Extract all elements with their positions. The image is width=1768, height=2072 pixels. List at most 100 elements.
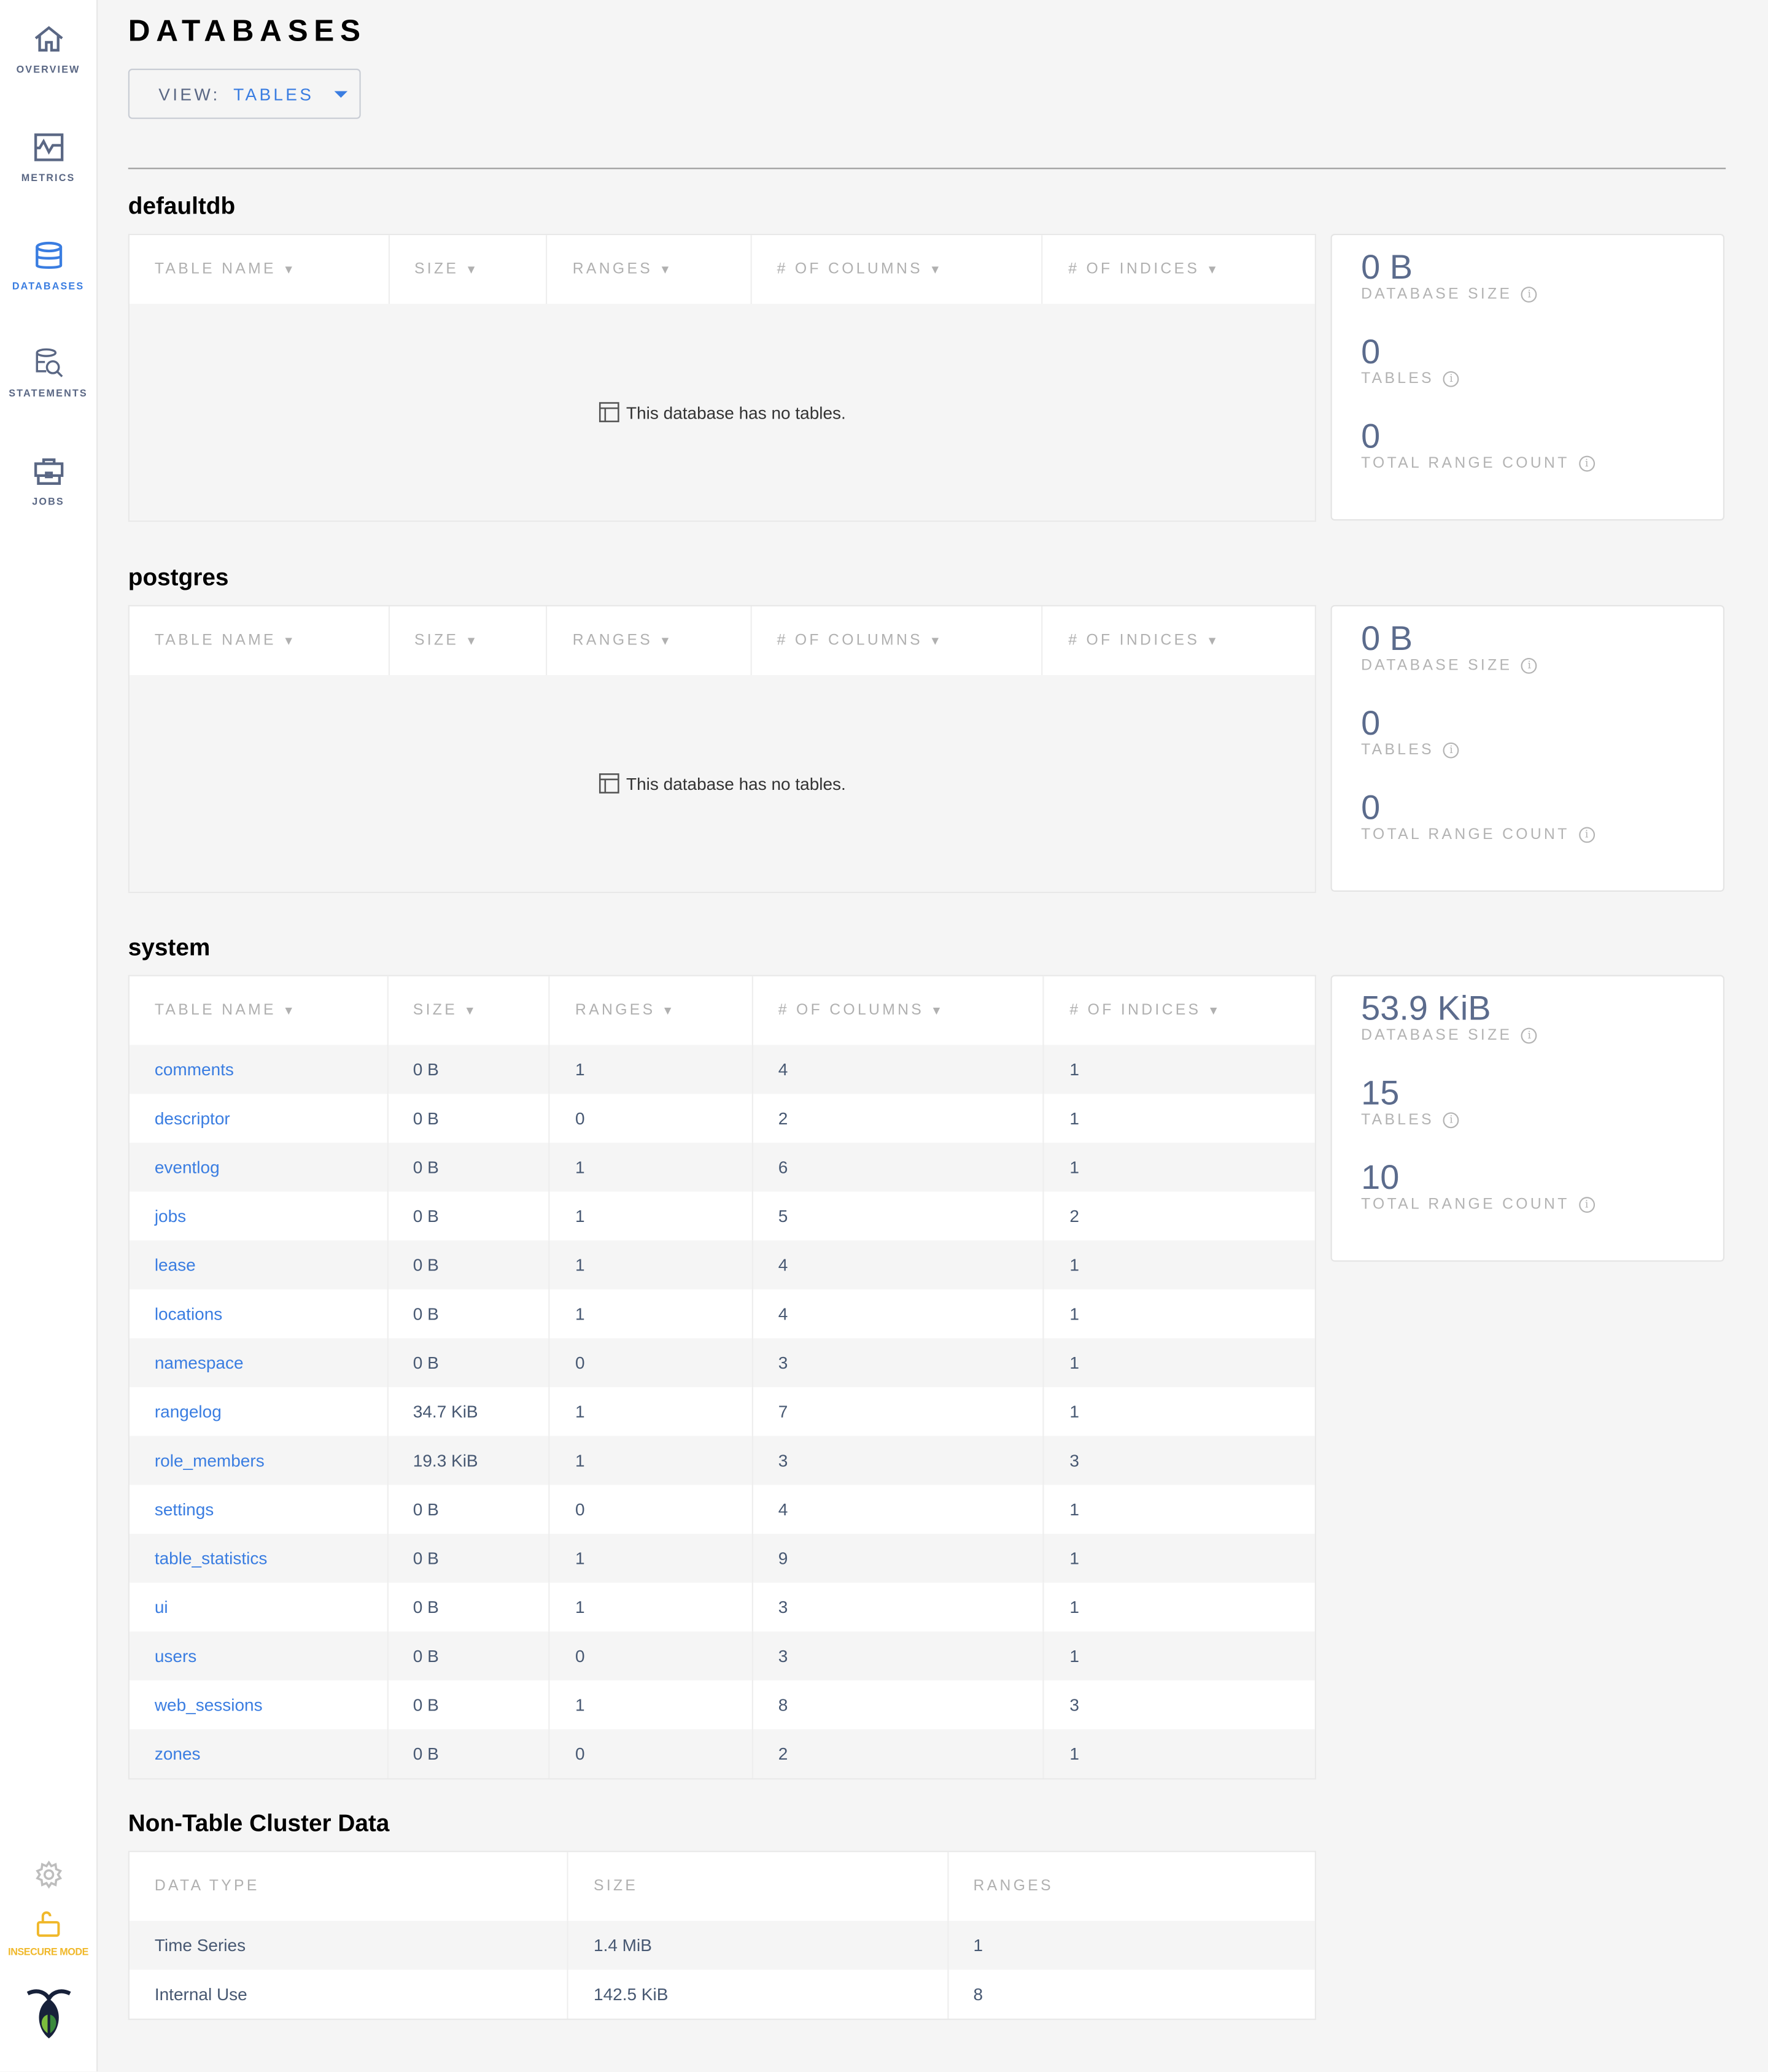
column-header[interactable]: SIZE ▼ (388, 976, 551, 1045)
sidebar-item-overview[interactable]: OVERVIEW (0, 24, 96, 75)
sidebar-item-metrics[interactable]: METRICS (0, 132, 96, 184)
cell-value: 5 (778, 1206, 788, 1226)
empty-message: This database has no tables. (626, 773, 846, 794)
table-cell: 1 (550, 1289, 753, 1339)
view-dropdown[interactable]: VIEW: TABLES (128, 68, 361, 119)
info-icon[interactable]: i (1443, 742, 1459, 759)
column-header[interactable]: RANGES ▼ (548, 235, 752, 304)
column-header[interactable]: SIZE ▼ (389, 235, 548, 304)
table-cell: 0 B (388, 1534, 551, 1583)
column-header[interactable]: TABLE NAME ▼ (130, 976, 388, 1045)
cell-value: 4 (778, 1499, 788, 1520)
table-name-link[interactable]: table_statistics (154, 1548, 268, 1569)
cell-value: 1 (1069, 1499, 1079, 1520)
database-table: TABLE NAME ▼ SIZE ▼ RANGES ▼ # OF COLUMNS ▼ # OF… (128, 233, 1316, 522)
table-name-link[interactable]: comments (154, 1059, 234, 1080)
section-title: Non-Table Cluster Data (128, 1809, 390, 1836)
table-name-link[interactable]: users (154, 1646, 197, 1666)
column-header[interactable]: # OF INDICES ▼ (1045, 976, 1315, 1045)
table-name-link[interactable]: eventlog (154, 1157, 220, 1177)
column-header[interactable]: # OF INDICES ▼ (1043, 235, 1314, 304)
sort-arrow-icon: ▼ (463, 1003, 479, 1018)
info-icon[interactable]: i (1521, 287, 1538, 303)
column-header-label: SIZE (414, 261, 459, 278)
table-name-link[interactable]: jobs (154, 1206, 187, 1226)
table-cell: 1 (550, 1582, 753, 1632)
column-header[interactable]: # OF COLUMNS ▼ (753, 976, 1045, 1045)
table-name-link[interactable]: zones (154, 1744, 201, 1764)
table-cell: 0 B (388, 1045, 551, 1094)
table-name-link[interactable]: web_sessions (154, 1695, 263, 1715)
sort-arrow-icon: ▼ (1206, 263, 1221, 276)
info-icon[interactable]: i (1443, 1112, 1459, 1129)
empty-message: This database has no tables. (626, 402, 846, 422)
table-cell: 0 B (388, 1094, 551, 1143)
info-icon[interactable]: i (1578, 1197, 1595, 1213)
settings-button[interactable] (0, 1860, 96, 1889)
cell-value: 1 (575, 1157, 585, 1177)
table-name-link[interactable]: lease (154, 1254, 196, 1275)
table-cell: 1 (550, 1436, 753, 1485)
sidebar: OVERVIEW METRICS DATABASES STATEMENTS JO… (0, 0, 98, 2072)
table-name-link[interactable]: rangelog (154, 1401, 222, 1422)
table-row: eventlog 0 B 1 6 1 (129, 1142, 1315, 1192)
table-cell: jobs (130, 1191, 388, 1241)
column-header[interactable]: # OF COLUMNS ▼ (752, 235, 1044, 304)
table-cell: table_statistics (130, 1534, 388, 1583)
cell-value: 3 (778, 1450, 788, 1471)
column-header[interactable]: SIZE ▼ (389, 606, 548, 675)
summary-stat: 10 TOTAL RANGE COUNT i (1361, 1158, 1723, 1242)
cell-value: 34.7 KiB (413, 1401, 478, 1422)
table-name-link[interactable]: locations (154, 1304, 223, 1324)
column-header[interactable]: # OF INDICES ▼ (1043, 606, 1314, 675)
cell-value: 0 B (413, 1157, 439, 1177)
cell-value: 6 (778, 1157, 788, 1177)
table-cell: 7 (753, 1387, 1045, 1436)
empty-state: This database has no tables. (129, 304, 1315, 521)
info-icon[interactable]: i (1521, 1027, 1538, 1044)
table-name-link[interactable]: settings (154, 1499, 214, 1520)
table-cell: 0 (550, 1729, 753, 1779)
sidebar-item-databases[interactable]: DATABASES (0, 241, 96, 292)
table-row: rangelog 34.7 KiB 1 7 1 (129, 1387, 1315, 1436)
table-name-link[interactable]: ui (154, 1597, 168, 1617)
stat-label: TOTAL RANGE COUNT i (1361, 1197, 1723, 1213)
table-cell: 1 (1045, 1143, 1315, 1192)
sidebar-item-jobs[interactable]: JOBS (0, 456, 96, 508)
page-title: DATABASES (128, 13, 366, 48)
cell-value: 0 B (413, 1597, 439, 1617)
table-cell: 0 (550, 1094, 753, 1143)
column-header[interactable]: RANGES ▼ (550, 976, 753, 1045)
cell-value: 2 (1069, 1206, 1079, 1226)
cell-value: 0 B (413, 1206, 439, 1226)
info-icon[interactable]: i (1578, 455, 1595, 472)
column-header[interactable]: RANGES ▼ (548, 606, 752, 675)
info-icon[interactable]: i (1578, 827, 1595, 843)
table-cell: 1 (550, 1142, 753, 1192)
table-cell: 3 (753, 1582, 1045, 1632)
table-cell: users (130, 1631, 388, 1680)
table-name-link[interactable]: namespace (154, 1353, 244, 1373)
table-cell: 0 B (388, 1191, 551, 1241)
table-cell: 1 (1045, 1583, 1315, 1632)
column-header-label: DATA TYPE (154, 1878, 260, 1895)
table-name-link[interactable]: descriptor (154, 1108, 230, 1129)
cell-value: 0 B (413, 1499, 439, 1520)
info-icon[interactable]: i (1443, 371, 1459, 387)
table-cell: 0 (550, 1631, 753, 1680)
statements-icon (35, 348, 63, 377)
summary-stat: 0 TABLES i (1361, 703, 1723, 787)
sidebar-item-statements[interactable]: STATEMENTS (0, 347, 96, 399)
sort-arrow-icon: ▼ (1208, 1003, 1222, 1018)
sidebar-item-label: DATABASES (12, 280, 85, 292)
sort-arrow-icon: ▼ (282, 1003, 298, 1018)
column-header: DATA TYPE (130, 1852, 569, 1921)
column-header[interactable]: TABLE NAME ▼ (130, 606, 390, 675)
info-icon[interactable]: i (1521, 657, 1538, 674)
table-cell: 4 (753, 1045, 1045, 1094)
column-header-label: # OF COLUMNS (777, 261, 923, 278)
table-row: namespace 0 B 0 3 1 (129, 1338, 1315, 1388)
column-header[interactable]: TABLE NAME ▼ (130, 235, 390, 304)
table-name-link[interactable]: role_members (154, 1450, 265, 1471)
column-header[interactable]: # OF COLUMNS ▼ (752, 606, 1044, 675)
